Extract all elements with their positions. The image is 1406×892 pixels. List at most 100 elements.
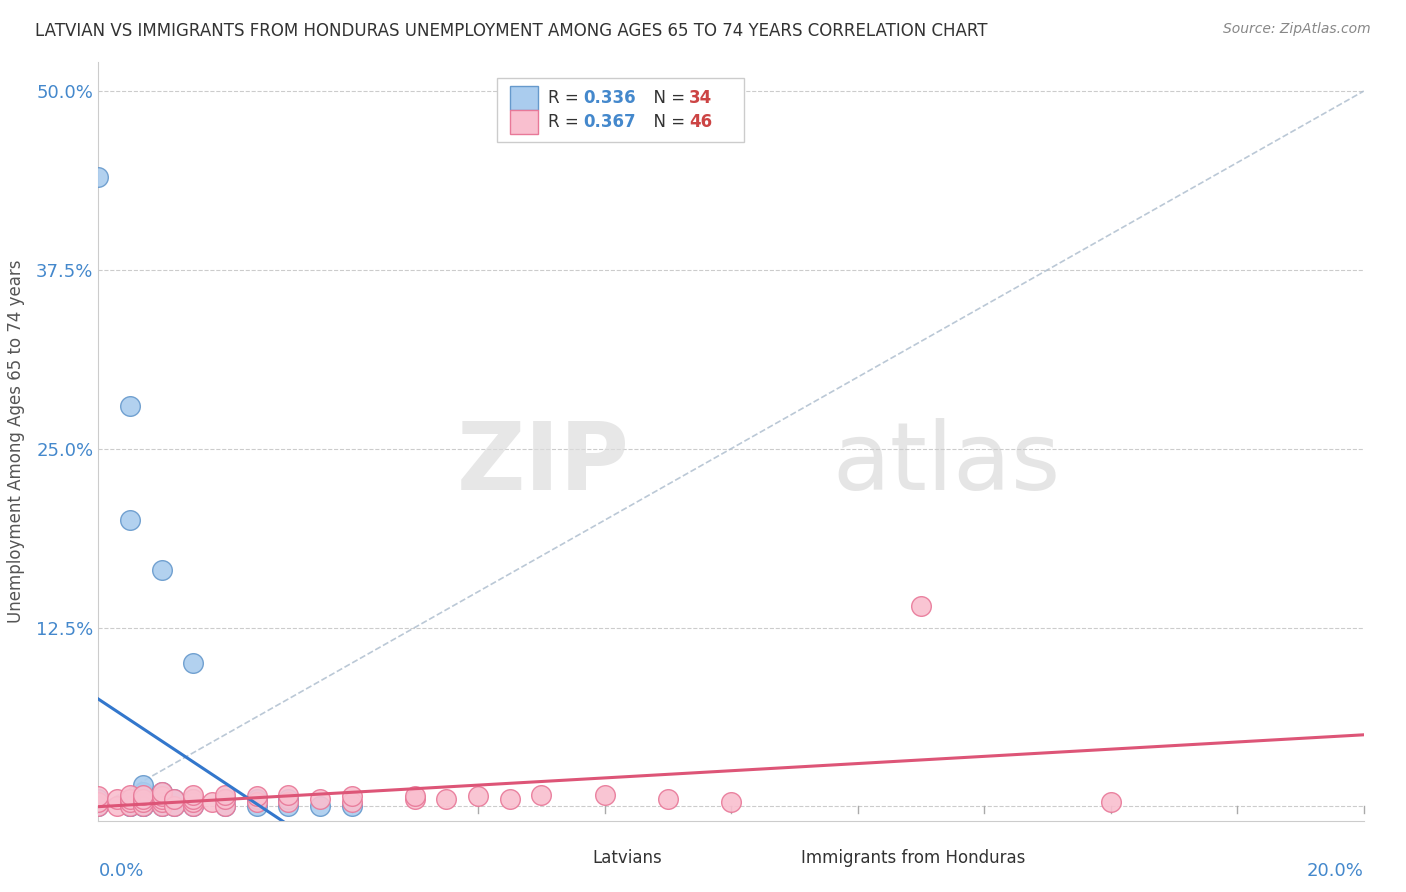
Text: ZIP: ZIP <box>457 418 630 510</box>
Point <box>910 599 932 613</box>
Point <box>120 788 141 802</box>
FancyBboxPatch shape <box>510 111 537 135</box>
Point <box>120 513 141 527</box>
Point <box>163 792 186 806</box>
Point <box>467 789 489 804</box>
Text: Immigrants from Honduras: Immigrants from Honduras <box>801 849 1025 867</box>
Text: 0.367: 0.367 <box>583 113 636 131</box>
Point <box>214 788 236 802</box>
Point <box>120 799 141 814</box>
Point <box>132 795 155 809</box>
Point <box>150 799 173 814</box>
Point <box>183 792 205 806</box>
Point <box>150 789 173 804</box>
Point <box>246 792 269 806</box>
Point <box>277 799 299 814</box>
Point <box>87 799 110 814</box>
Point <box>277 795 299 809</box>
Point <box>120 792 141 806</box>
Text: Latvians: Latvians <box>592 849 662 867</box>
Text: R =: R = <box>547 89 583 107</box>
Point <box>150 785 173 799</box>
Point <box>183 788 205 802</box>
Point <box>132 795 155 809</box>
Point <box>150 795 173 809</box>
Point <box>132 785 155 799</box>
Point <box>530 788 553 802</box>
Y-axis label: Unemployment Among Ages 65 to 74 years: Unemployment Among Ages 65 to 74 years <box>7 260 25 624</box>
Point <box>201 795 224 809</box>
Point <box>183 799 205 814</box>
Point <box>107 799 129 814</box>
Point <box>163 799 186 814</box>
Text: 46: 46 <box>689 113 713 131</box>
Text: R =: R = <box>547 113 583 131</box>
Point <box>150 785 173 799</box>
Point <box>132 788 155 802</box>
Point <box>309 799 332 814</box>
Text: Source: ZipAtlas.com: Source: ZipAtlas.com <box>1223 22 1371 37</box>
Point <box>132 792 155 806</box>
Point <box>150 792 173 806</box>
Point <box>183 792 205 806</box>
Point <box>120 799 141 814</box>
Point <box>214 799 236 814</box>
Point <box>720 795 742 809</box>
Point <box>277 788 299 802</box>
Point <box>183 799 205 814</box>
Point <box>1099 795 1122 809</box>
Point <box>120 795 141 809</box>
Point <box>277 792 299 806</box>
Point <box>246 795 269 809</box>
Point <box>120 399 141 413</box>
Text: atlas: atlas <box>832 418 1060 510</box>
Text: N =: N = <box>643 113 690 131</box>
Point <box>183 657 205 671</box>
Point <box>498 792 520 806</box>
Point <box>340 789 363 804</box>
Point <box>87 789 110 804</box>
Text: N =: N = <box>643 89 690 107</box>
Point <box>87 795 110 809</box>
Point <box>87 792 110 806</box>
Point <box>120 795 141 809</box>
Point <box>132 788 155 802</box>
FancyBboxPatch shape <box>510 86 537 111</box>
Point <box>436 792 458 806</box>
Point <box>404 792 426 806</box>
Text: 20.0%: 20.0% <box>1308 863 1364 880</box>
Point <box>132 799 155 814</box>
Point <box>214 799 236 814</box>
Point <box>246 799 269 814</box>
Point <box>183 795 205 809</box>
Text: 34: 34 <box>689 89 713 107</box>
Point <box>214 792 236 806</box>
Point <box>132 792 155 806</box>
Point <box>150 563 173 577</box>
Point <box>150 795 173 809</box>
Text: 0.336: 0.336 <box>583 89 636 107</box>
Point <box>87 799 110 814</box>
FancyBboxPatch shape <box>498 78 744 142</box>
Point <box>593 788 616 802</box>
Point <box>132 799 155 814</box>
Point <box>657 792 679 806</box>
Point <box>340 795 363 809</box>
Point <box>183 795 205 809</box>
Point <box>120 799 141 814</box>
Point <box>132 778 155 792</box>
Point <box>132 799 155 814</box>
Text: LATVIAN VS IMMIGRANTS FROM HONDURAS UNEMPLOYMENT AMONG AGES 65 TO 74 YEARS CORRE: LATVIAN VS IMMIGRANTS FROM HONDURAS UNEM… <box>35 22 987 40</box>
Text: 0.0%: 0.0% <box>98 863 143 880</box>
FancyBboxPatch shape <box>756 849 789 866</box>
Point <box>150 799 173 814</box>
FancyBboxPatch shape <box>547 849 579 866</box>
Point <box>340 799 363 814</box>
Point <box>87 169 110 184</box>
Point <box>163 799 186 814</box>
Point <box>107 792 129 806</box>
Point <box>163 792 186 806</box>
Point <box>150 792 173 806</box>
Point <box>404 789 426 804</box>
Point <box>214 792 236 806</box>
